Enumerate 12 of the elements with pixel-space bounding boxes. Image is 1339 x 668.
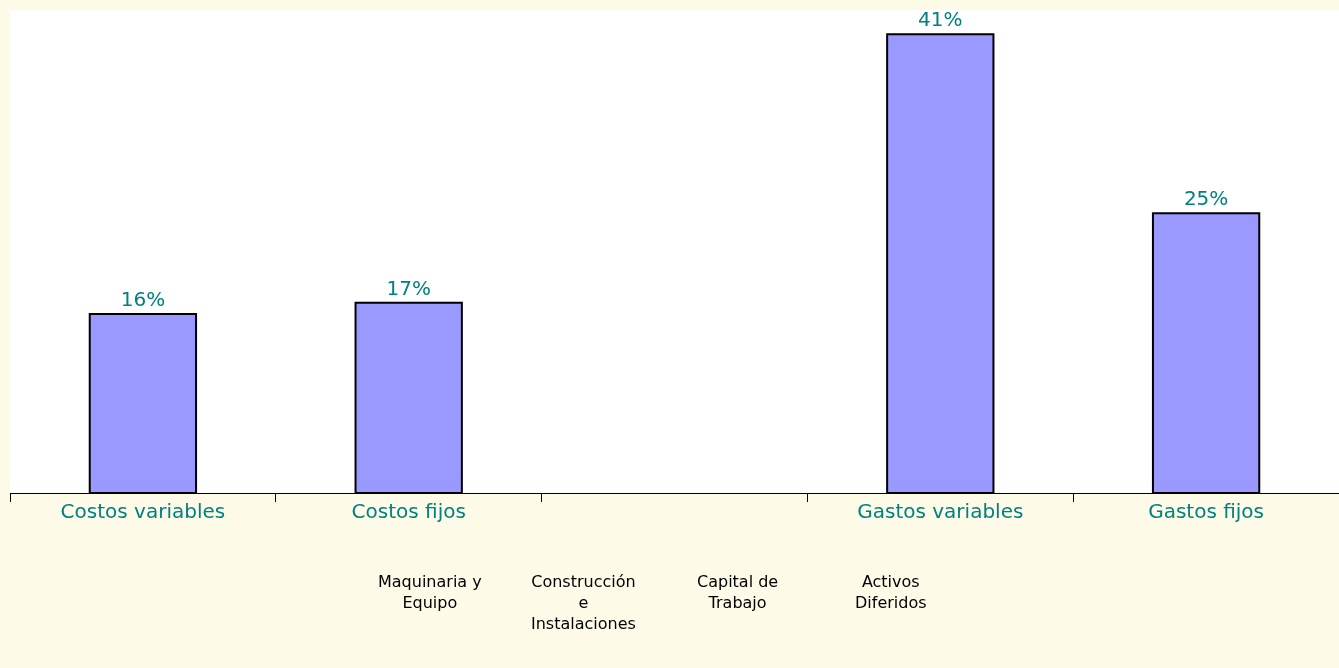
data-label: 41% xyxy=(918,7,963,32)
x-tick-label: Gastos fijos xyxy=(1148,499,1265,523)
text: Construcción e Instalaciones xyxy=(531,572,636,633)
x-tick-label: Costos variables xyxy=(60,499,226,523)
text: Capital de Trabajo xyxy=(697,572,779,612)
data-label: 16% xyxy=(120,286,166,311)
x-tick-label: Gastos variables xyxy=(857,499,1024,523)
data-label: 17% xyxy=(386,275,431,300)
data-label: 25% xyxy=(1183,186,1229,211)
x-tick-label: Costos fijos xyxy=(351,499,466,523)
text: Activos Diferidos xyxy=(855,572,927,612)
text: Maquinaria y Equipo xyxy=(378,572,482,612)
